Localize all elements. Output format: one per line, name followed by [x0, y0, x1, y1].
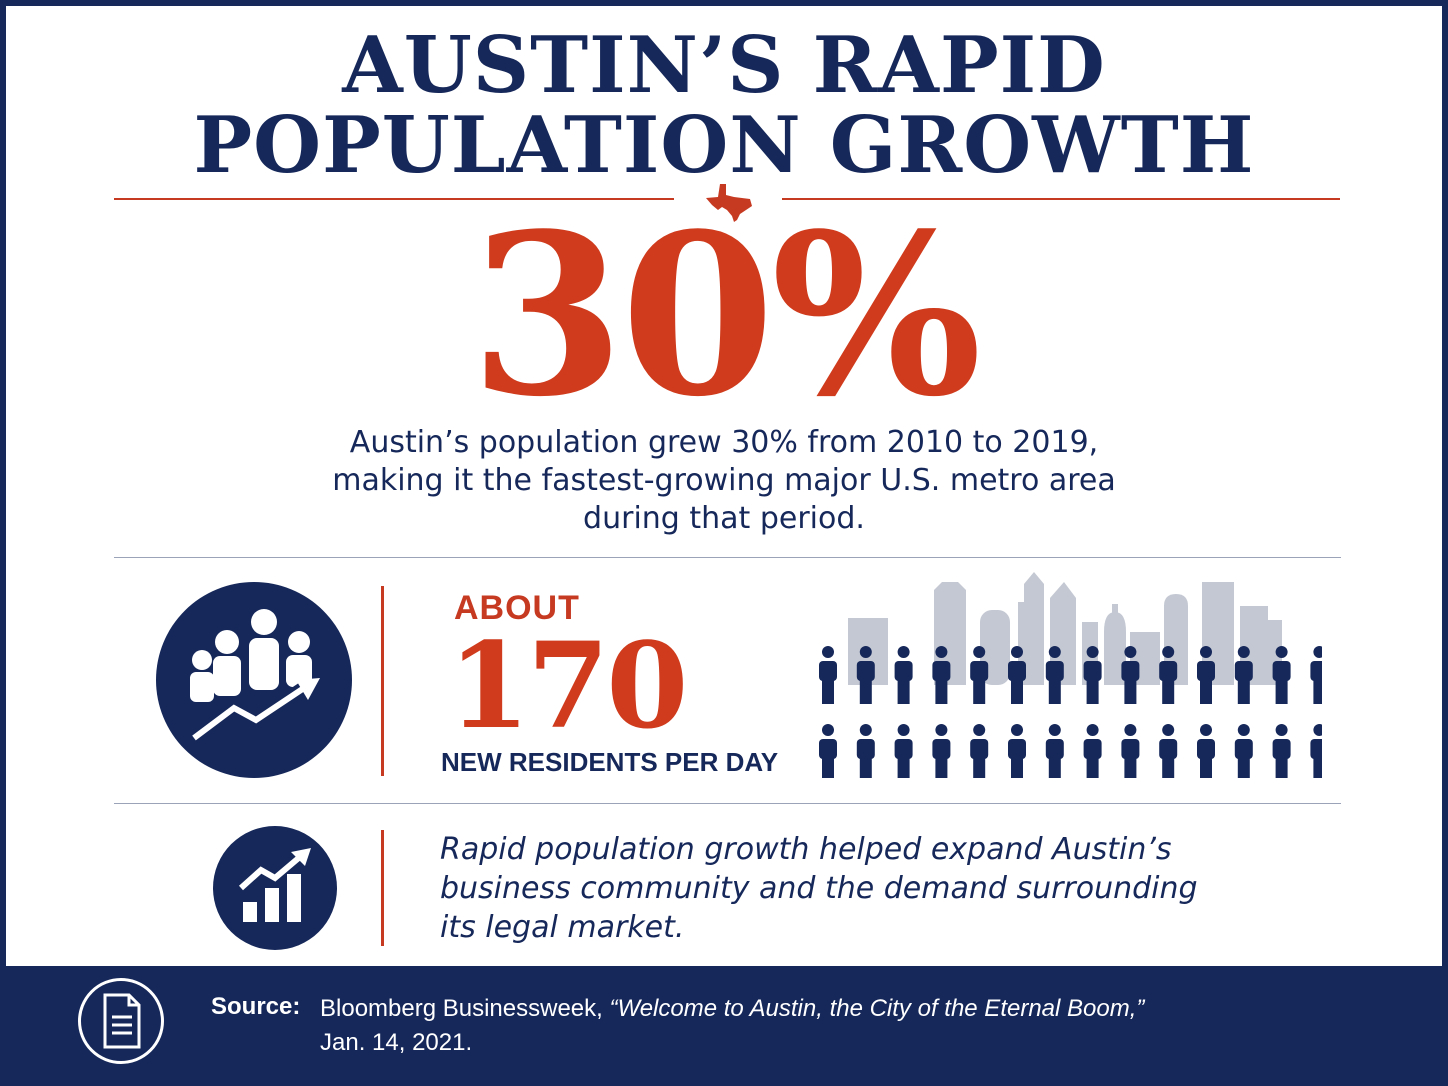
person-icon: [1197, 646, 1215, 704]
headline-description: Austin’s population grew 30% from 2010 t…: [200, 424, 1248, 538]
business-note-line-3: its legal market.: [440, 910, 685, 945]
person-icon: [856, 646, 875, 704]
title-line-1: AUSTIN’S RAPID: [342, 20, 1106, 111]
source-publication: Bloomberg Businessweek,: [320, 995, 610, 1022]
person-icon: [1045, 724, 1064, 778]
section-divider-1: [114, 557, 1341, 558]
source-label: Source:: [211, 993, 301, 1020]
person-icon: [1310, 646, 1322, 704]
content-panel: [6, 6, 1442, 966]
person-icon: [1234, 724, 1253, 778]
person-icon: [1159, 724, 1178, 778]
source-date: Jan. 14, 2021.: [320, 1029, 473, 1056]
person-icon: [1310, 724, 1322, 778]
section-divider-2: [114, 803, 1341, 804]
person-icon: [1083, 646, 1102, 704]
person-icon: [819, 724, 837, 778]
residents-divider: [381, 586, 384, 776]
people-grid: [819, 646, 1322, 778]
bar-chart-growth-icon: [213, 826, 337, 950]
person-icon: [932, 646, 951, 704]
residents-label: NEW RESIDENTS PER DAY: [441, 747, 779, 777]
title-divider-right: [782, 198, 1340, 200]
residents-prefix: ABOUT: [454, 589, 580, 627]
description-line-2: making it the fastest-growing major U.S.…: [332, 463, 1116, 498]
business-note-line-2: business community and the demand surrou…: [440, 871, 1198, 906]
title-line-2: POPULATION GROWTH: [193, 100, 1255, 191]
texas-state-icon: [706, 184, 752, 222]
source-article: “Welcome to Austin, the City of the Eter…: [609, 995, 1145, 1022]
person-icon: [1008, 724, 1026, 778]
description-line-3: during that period.: [583, 501, 865, 536]
person-icon: [819, 646, 837, 704]
person-icon: [856, 724, 875, 778]
person-icon: [1234, 646, 1253, 704]
person-icon: [970, 646, 989, 704]
person-icon: [1272, 724, 1291, 778]
person-icon: [1272, 646, 1291, 704]
person-icon: [1159, 646, 1178, 704]
person-icon: [1008, 646, 1026, 704]
title-divider-left: [114, 198, 674, 200]
business-note: Rapid population growth helped expand Au…: [440, 830, 1240, 947]
business-note-line-1: Rapid population growth helped expand Au…: [440, 832, 1172, 867]
person-icon: [932, 724, 951, 778]
source-citation: Bloomberg Businessweek, “Welcome to Aust…: [320, 992, 1320, 1060]
person-icon: [1121, 724, 1140, 778]
business-divider: [381, 830, 384, 946]
person-icon: [894, 724, 913, 778]
document-icon: [78, 978, 164, 1064]
headline-stat-value: 30%: [470, 186, 982, 446]
person-icon: [1083, 724, 1102, 778]
person-icon: [1121, 646, 1140, 704]
person-icon: [970, 724, 989, 778]
residents-value: 170: [448, 616, 688, 755]
person-icon: [894, 646, 913, 704]
person-icon: [1197, 724, 1215, 778]
person-icon: [1045, 646, 1064, 704]
people-growth-icon: [156, 582, 352, 778]
description-line-1: Austin’s population grew 30% from 2010 t…: [349, 425, 1099, 460]
